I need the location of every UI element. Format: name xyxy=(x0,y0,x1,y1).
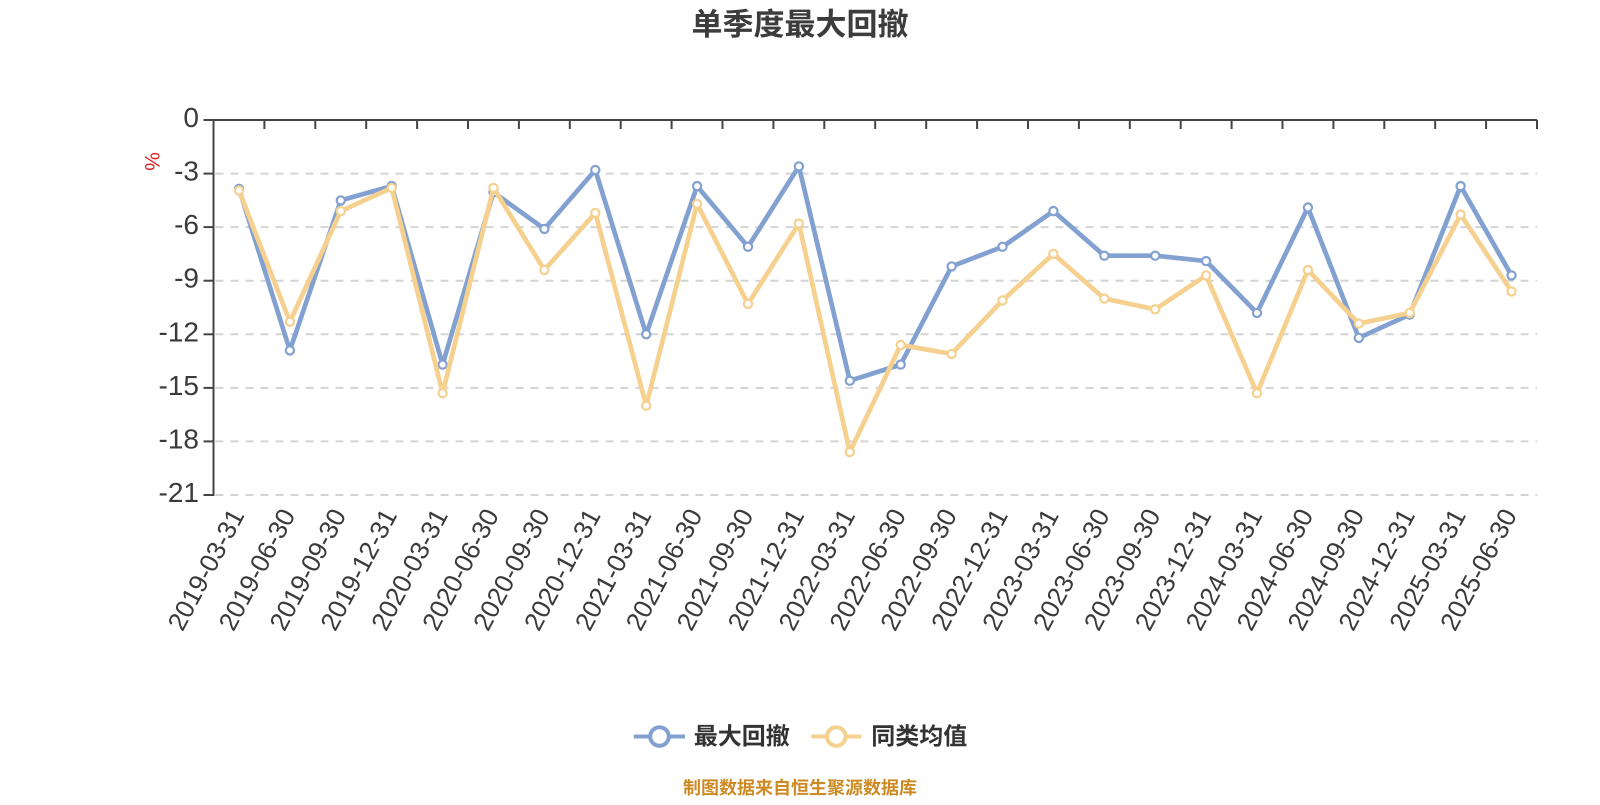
svg-text:-9: -9 xyxy=(174,263,199,294)
svg-text:-6: -6 xyxy=(174,209,199,240)
svg-text:-12: -12 xyxy=(159,316,199,347)
svg-text:-18: -18 xyxy=(159,423,199,454)
svg-text:%: % xyxy=(140,152,163,171)
svg-text:0: 0 xyxy=(183,102,199,133)
svg-text:-15: -15 xyxy=(159,370,199,401)
svg-text:-3: -3 xyxy=(174,156,199,187)
svg-text:-21: -21 xyxy=(159,477,199,508)
